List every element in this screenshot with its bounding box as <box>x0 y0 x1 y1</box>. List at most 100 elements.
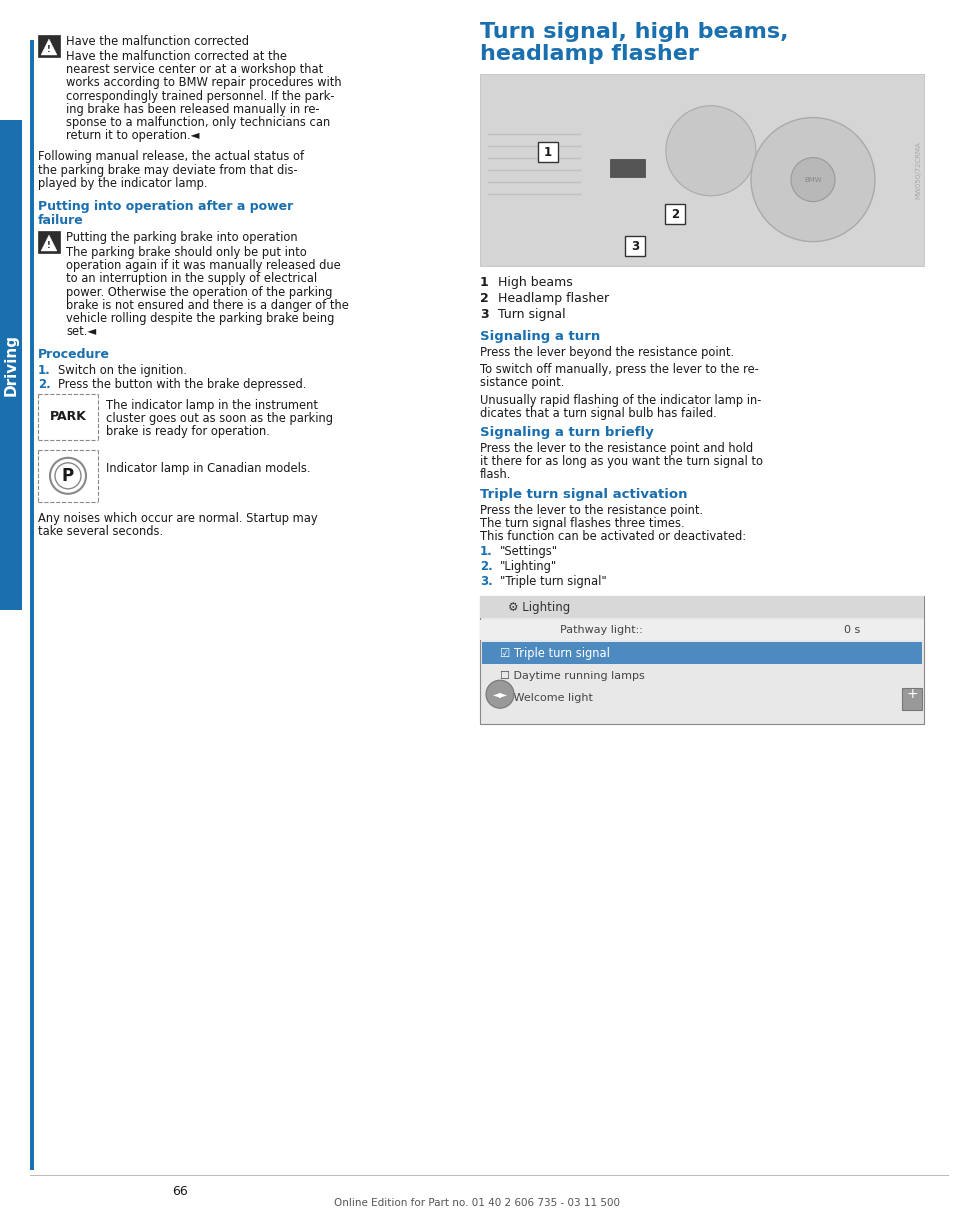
Text: 66: 66 <box>172 1185 188 1198</box>
Text: PARK: PARK <box>50 411 87 423</box>
Text: "Triple turn signal": "Triple turn signal" <box>499 575 606 588</box>
Bar <box>481 643 921 665</box>
Text: Pathway light::: Pathway light:: <box>559 626 642 635</box>
Text: return it to operation.◄: return it to operation.◄ <box>66 129 199 142</box>
Text: 1.: 1. <box>38 364 51 378</box>
Text: Triple turn signal activation: Triple turn signal activation <box>479 487 687 501</box>
Bar <box>664 204 684 224</box>
Text: 0 s: 0 s <box>843 626 860 635</box>
Text: High beams: High beams <box>497 276 572 289</box>
Text: operation again if it was manually released due: operation again if it was manually relea… <box>66 259 340 272</box>
Text: Following manual release, the actual status of: Following manual release, the actual sta… <box>38 151 304 163</box>
Text: The turn signal flashes three times.: The turn signal flashes three times. <box>479 516 684 530</box>
Text: ☐ Daytime running lamps: ☐ Daytime running lamps <box>499 671 644 682</box>
Text: To switch off manually, press the lever to the re-: To switch off manually, press the lever … <box>479 363 758 377</box>
Text: Signaling a turn briefly: Signaling a turn briefly <box>479 426 653 439</box>
Text: sistance point.: sistance point. <box>479 377 564 389</box>
Text: nearest service center or at a workshop that: nearest service center or at a workshop … <box>66 63 323 77</box>
Polygon shape <box>41 39 57 55</box>
Text: works according to BMW repair procedures with: works according to BMW repair procedures… <box>66 77 341 90</box>
Text: 1: 1 <box>543 146 552 158</box>
Text: Any noises which occur are normal. Startup may: Any noises which occur are normal. Start… <box>38 512 317 525</box>
Text: power. Otherwise the operation of the parking: power. Otherwise the operation of the pa… <box>66 286 332 299</box>
Bar <box>0 120 22 610</box>
Text: 2.: 2. <box>38 378 51 390</box>
Text: P: P <box>62 467 74 485</box>
Text: "Lighting": "Lighting" <box>499 560 557 573</box>
Text: Have the malfunction corrected at the: Have the malfunction corrected at the <box>66 50 287 63</box>
Text: 3: 3 <box>479 307 488 321</box>
Text: Press the lever to the resistance point.: Press the lever to the resistance point. <box>479 503 702 516</box>
Polygon shape <box>41 234 57 252</box>
Text: ☐ Welcome light: ☐ Welcome light <box>499 694 592 703</box>
Text: 3.: 3. <box>479 575 493 588</box>
Text: headlamp flasher: headlamp flasher <box>479 44 699 64</box>
Text: !: ! <box>47 241 51 250</box>
Text: vehicle rolling despite the parking brake being: vehicle rolling despite the parking brak… <box>66 312 334 324</box>
Bar <box>479 620 923 640</box>
Text: Press the lever beyond the resistance point.: Press the lever beyond the resistance po… <box>479 346 734 358</box>
Text: !: ! <box>47 45 51 53</box>
Text: Have the malfunction corrected: Have the malfunction corrected <box>66 35 249 49</box>
Circle shape <box>790 158 834 202</box>
Text: 2: 2 <box>479 292 488 305</box>
Text: Turn signal, high beams,: Turn signal, high beams, <box>479 22 788 43</box>
Text: 2.: 2. <box>479 560 493 573</box>
Text: ☑ Triple turn signal: ☑ Triple turn signal <box>499 646 609 660</box>
Text: it there for as long as you want the turn signal to: it there for as long as you want the tur… <box>479 456 762 468</box>
Text: 1: 1 <box>479 276 488 289</box>
Circle shape <box>665 106 755 196</box>
Text: Putting the parking brake into operation: Putting the parking brake into operation <box>66 231 297 244</box>
Text: brake is ready for operation.: brake is ready for operation. <box>106 425 270 439</box>
Text: sponse to a malfunction, only technicians can: sponse to a malfunction, only technician… <box>66 115 330 129</box>
Circle shape <box>485 680 514 708</box>
Text: This function can be activated or deactivated:: This function can be activated or deacti… <box>479 530 745 543</box>
Text: 1.: 1. <box>479 546 493 558</box>
Bar <box>901 688 921 711</box>
Text: played by the indicator lamp.: played by the indicator lamp. <box>38 177 208 190</box>
Bar <box>624 236 644 256</box>
Text: +: + <box>905 688 917 701</box>
Text: The parking brake should only be put into: The parking brake should only be put int… <box>66 245 307 259</box>
Text: ◄►: ◄► <box>492 689 507 699</box>
Text: to an interruption in the supply of electrical: to an interruption in the supply of elec… <box>66 272 316 286</box>
Text: Procedure: Procedure <box>38 349 110 361</box>
Bar <box>609 159 644 177</box>
Text: The indicator lamp in the instrument: The indicator lamp in the instrument <box>106 399 317 412</box>
Bar <box>38 35 60 57</box>
Bar <box>479 597 923 724</box>
Text: the parking brake may deviate from that dis-: the parking brake may deviate from that … <box>38 164 297 176</box>
Text: dicates that a turn signal bulb has failed.: dicates that a turn signal bulb has fail… <box>479 407 716 420</box>
Text: 3: 3 <box>630 239 639 253</box>
Bar <box>537 142 558 162</box>
Bar <box>30 40 34 1170</box>
Text: set.◄: set.◄ <box>66 326 96 338</box>
Text: ing brake has been released manually in re-: ing brake has been released manually in … <box>66 103 319 115</box>
Text: 2: 2 <box>670 208 679 220</box>
Bar <box>479 597 923 618</box>
Bar <box>38 231 60 253</box>
Text: Press the lever to the resistance point and hold: Press the lever to the resistance point … <box>479 442 752 454</box>
Text: MW050/72CRMA: MW050/72CRMA <box>914 141 920 199</box>
Bar <box>479 74 923 266</box>
Text: Switch on the ignition.: Switch on the ignition. <box>58 364 187 378</box>
Text: cluster goes out as soon as the parking: cluster goes out as soon as the parking <box>106 412 333 425</box>
Text: "Settings": "Settings" <box>499 546 558 558</box>
Text: Press the button with the brake depressed.: Press the button with the brake depresse… <box>58 378 306 390</box>
Text: Unusually rapid flashing of the indicator lamp in-: Unusually rapid flashing of the indicato… <box>479 394 760 407</box>
Text: ⚙ Lighting: ⚙ Lighting <box>507 600 570 614</box>
Text: Putting into operation after a power: Putting into operation after a power <box>38 200 293 213</box>
Text: brake is not ensured and there is a danger of the: brake is not ensured and there is a dang… <box>66 299 349 312</box>
Text: Online Edition for Part no. 01 40 2 606 735 - 03 11 500: Online Edition for Part no. 01 40 2 606 … <box>334 1198 619 1208</box>
Text: Indicator lamp in Canadian models.: Indicator lamp in Canadian models. <box>106 462 310 475</box>
Text: flash.: flash. <box>479 469 511 481</box>
Text: BMW: BMW <box>803 176 821 182</box>
Text: failure: failure <box>38 214 84 227</box>
Text: take several seconds.: take several seconds. <box>38 525 163 538</box>
Text: Turn signal: Turn signal <box>497 307 565 321</box>
Text: Signaling a turn: Signaling a turn <box>479 330 599 343</box>
Circle shape <box>750 118 874 242</box>
Text: Headlamp flasher: Headlamp flasher <box>497 292 608 305</box>
Text: Driving: Driving <box>4 334 18 396</box>
Text: correspondingly trained personnel. If the park-: correspondingly trained personnel. If th… <box>66 90 335 102</box>
